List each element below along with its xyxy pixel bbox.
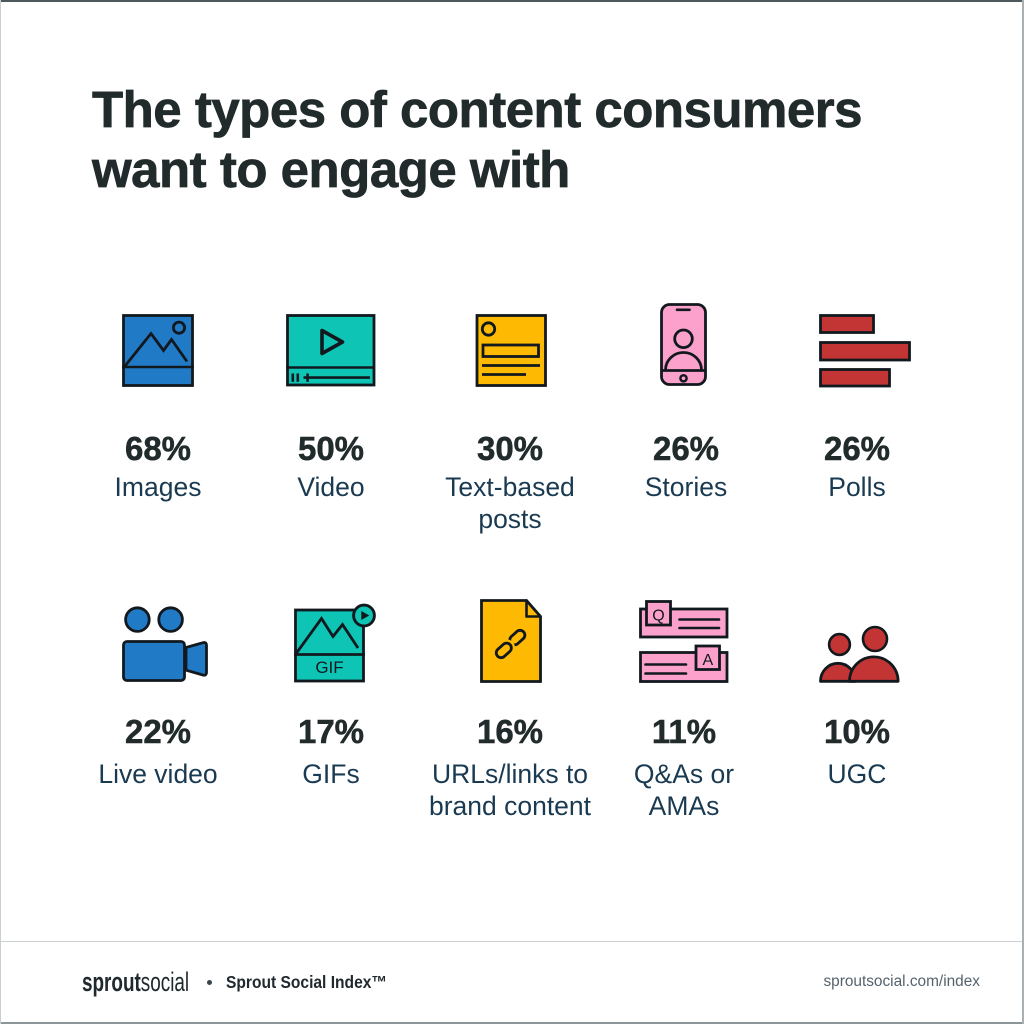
svg-text:GIF: GIF: [315, 658, 343, 677]
svg-text:A: A: [702, 652, 713, 669]
svg-text:Q: Q: [652, 608, 664, 625]
